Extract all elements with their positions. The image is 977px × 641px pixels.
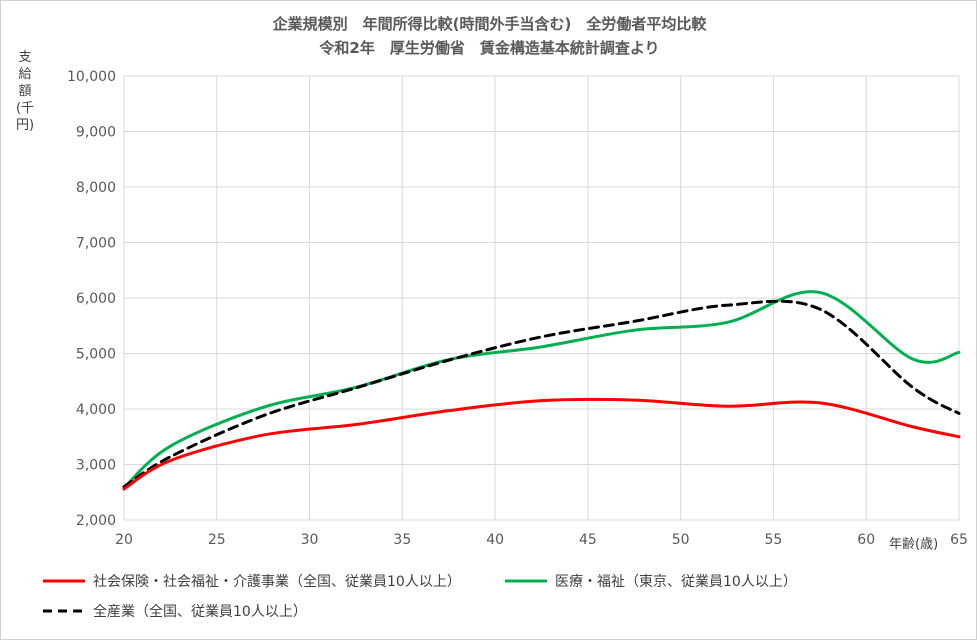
x-tick-label: 20 xyxy=(115,532,133,548)
x-tick-label: 40 xyxy=(486,532,504,548)
x-axis-label: 年齢(歳) xyxy=(889,537,939,552)
y-tick-label: 4,000 xyxy=(76,402,116,418)
legend-label: 医療・福祉（東京、従業員10人以上） xyxy=(555,574,797,590)
x-tick-label: 45 xyxy=(579,532,597,548)
legend-label: 社会保険・社会福祉・介護事業（全国、従業員10人以上） xyxy=(93,574,461,590)
x-tick-label: 30 xyxy=(301,532,319,548)
series-line-2 xyxy=(122,299,961,489)
x-tick-label: 65 xyxy=(950,532,968,548)
series-line-0 xyxy=(122,397,961,491)
legend-swatch xyxy=(43,609,85,613)
y-axis-label: 支給額(千円) xyxy=(15,50,35,133)
legend-swatch xyxy=(505,579,547,583)
chart-title: 企業規模別 年間所得比較(時間外手当含む) 全労働者平均比較 xyxy=(272,15,707,33)
y-tick-label: 9,000 xyxy=(76,125,116,141)
y-tick-label: 6,000 xyxy=(76,291,116,307)
legend-label: 全産業（全国、従業員10人以上） xyxy=(93,604,307,620)
y-tick-label: 8,000 xyxy=(76,180,116,196)
legend-item: 医療・福祉（東京、従業員10人以上） xyxy=(503,571,797,591)
x-tick-label: 50 xyxy=(672,532,690,548)
x-tick-label: 25 xyxy=(208,532,226,548)
x-tick-label: 35 xyxy=(393,532,411,548)
legend-item: 社会保険・社会福祉・介護事業（全国、従業員10人以上） xyxy=(41,571,461,591)
y-tick-label: 10,000 xyxy=(67,69,116,85)
legend-item: 全産業（全国、従業員10人以上） xyxy=(41,601,307,621)
y-tick-label: 3,000 xyxy=(76,458,116,474)
series-line-1 xyxy=(122,290,961,490)
y-tick-label: 5,000 xyxy=(76,347,116,363)
chart-subtitle: 令和2年 厚生労働省 賃金構造基本統計調査より xyxy=(319,39,660,57)
y-tick-label: 2,000 xyxy=(76,513,116,529)
x-tick-label: 60 xyxy=(857,532,875,548)
x-tick-label: 55 xyxy=(765,532,783,548)
legend-swatch xyxy=(43,579,85,583)
y-tick-label: 7,000 xyxy=(76,236,116,252)
